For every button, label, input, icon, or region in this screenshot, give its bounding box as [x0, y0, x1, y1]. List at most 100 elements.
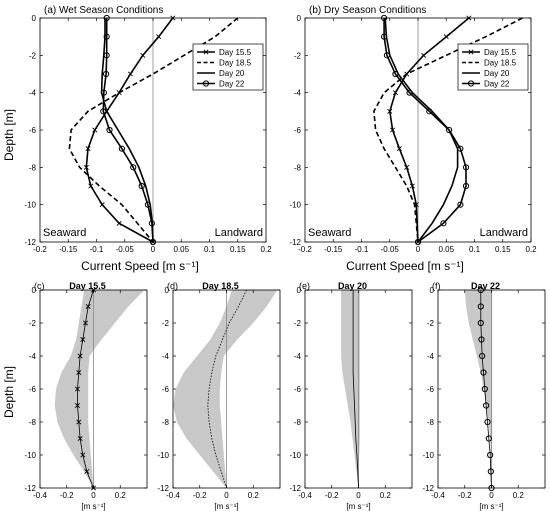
- y-tick-label: -4: [29, 352, 37, 361]
- x-tick-label: 0.2: [380, 491, 392, 500]
- y-tick-label: -10: [289, 451, 301, 460]
- panel-title: Day 20: [338, 281, 367, 291]
- x-tick-label: -0.2: [193, 491, 207, 500]
- y-tick-label: -2: [294, 51, 302, 60]
- bottom-xlabel: [m s⁻¹]: [81, 502, 105, 511]
- x-tick-label: -0.05: [116, 245, 135, 254]
- y-tick-label: -2: [162, 319, 170, 328]
- legend-marker-1: [468, 49, 474, 55]
- series-point-1: [392, 90, 398, 96]
- panel-1: -0.2 -0.15 -0.1 -0.05 0 0.05 0.1 0.15 0.2 0 -2 -4 -6…: [24, 5, 272, 254]
- x-tick-label: -0.1: [355, 245, 369, 254]
- x-tick-label: 0.2: [115, 491, 127, 500]
- series-line-1: [85, 17, 174, 243]
- legend-label-2: Day 18.5: [484, 59, 517, 68]
- panel-title: (a) Wet Season Conditions: [44, 5, 163, 16]
- legend-label-2: Day 18.5: [219, 59, 252, 68]
- series-point-4: [106, 126, 113, 134]
- x-tick-label: -0.1: [90, 245, 104, 254]
- y-tick-label: -6: [29, 385, 37, 394]
- y-tick-label: -8: [427, 418, 435, 427]
- y-tick-label: 0: [430, 286, 435, 295]
- x-tick-label: 0: [224, 491, 229, 500]
- y-tick-label: -10: [24, 451, 36, 460]
- y-tick-label: -10: [24, 201, 36, 210]
- series-point-4: [103, 70, 110, 78]
- panel-4: -0.4 -0.2 0 0.2 0 -2 -4 -6 -8 -10 -12 (d) Day 18.5 [m…: [157, 281, 281, 511]
- y-tick-label: -8: [29, 163, 37, 172]
- series-point-1: [84, 468, 90, 475]
- y-tick-label: 0: [297, 14, 302, 23]
- series-point-1: [477, 319, 484, 327]
- series-point-1: [479, 352, 486, 360]
- series-point-4: [100, 108, 107, 115]
- series-point-1: [88, 183, 94, 189]
- series-point-1: [90, 485, 97, 491]
- series-point-1: [76, 419, 82, 425]
- panel-label: (d): [167, 281, 178, 291]
- x-tick-label: 0: [416, 245, 421, 254]
- y-tick-label: -4: [294, 89, 302, 98]
- y-tick-label: -8: [294, 163, 302, 172]
- bottom-xlabel: [m s⁻¹]: [346, 502, 370, 511]
- y-tick-label: -12: [157, 484, 169, 493]
- series-point-1: [140, 52, 146, 58]
- series-point-1: [74, 402, 80, 409]
- x-tick-label: -0.15: [324, 245, 343, 254]
- y-tick-label: -2: [294, 319, 302, 328]
- y-tick-label: -12: [289, 484, 301, 493]
- series-point-4: [381, 33, 388, 40]
- panel-5: -0.4 -0.2 0 0.2 0 -2 -4 -6 -8 -10 -12 (e) Day 20 [m s…: [289, 281, 413, 511]
- y-tick-label: 0: [32, 286, 37, 295]
- x-tick-label: 0.2: [513, 491, 525, 500]
- x-tick-label: 0.15: [495, 245, 511, 254]
- landward-label: Landward: [215, 227, 263, 239]
- panel-6: -0.4 -0.2 0 0.2 0 -2 -4 -6 -8 -10 -12 (f) Day 22 [m s…: [422, 281, 546, 511]
- bottom-ylabel: Depth [m]: [2, 366, 16, 418]
- x-tick-label: 0.1: [204, 245, 216, 254]
- x-tick-label: 0: [91, 491, 96, 500]
- series-point-4: [138, 182, 145, 190]
- series-point-1: [116, 220, 122, 226]
- y-tick-label: -4: [162, 352, 170, 361]
- bottom-xlabel: [m s⁻¹]: [214, 502, 238, 511]
- series-line-2: [68, 17, 239, 243]
- series-point-4: [130, 164, 137, 171]
- legend-marker-4: [467, 80, 475, 87]
- series-line-1: [352, 290, 359, 489]
- series-point-1: [83, 164, 89, 170]
- panel-label: (e): [299, 281, 310, 291]
- series-point-4: [392, 70, 399, 78]
- series-point-1: [396, 146, 402, 152]
- series-point-1: [387, 108, 393, 114]
- series-point-1: [409, 183, 415, 189]
- top-xlabel-left: Current Speed [m s⁻¹]: [81, 259, 199, 273]
- envelope-area: [464, 290, 493, 488]
- series-point-1: [466, 15, 472, 21]
- series-point-1: [80, 452, 86, 458]
- series-point-1: [156, 34, 162, 40]
- series-point-1: [127, 71, 133, 77]
- series-point-1: [99, 202, 105, 208]
- legend-marker-4: [202, 80, 210, 87]
- series-point-1: [483, 402, 490, 409]
- x-tick-label: -0.15: [59, 245, 78, 254]
- series-point-4: [445, 126, 453, 134]
- panel-title: Day 22: [471, 281, 500, 291]
- envelope-area: [54, 290, 145, 488]
- x-tick-label: -0.4: [166, 491, 180, 500]
- y-tick-label: -8: [294, 418, 302, 427]
- y-tick-label: 0: [297, 286, 302, 295]
- legend-label-4: Day 22: [484, 80, 510, 89]
- envelope-area: [173, 290, 278, 488]
- series-point-1: [487, 468, 494, 475]
- top-ylabel: Depth [m]: [2, 109, 16, 161]
- y-tick-label: -6: [29, 126, 37, 135]
- y-tick-label: -6: [427, 385, 435, 394]
- y-tick-label: -4: [294, 352, 302, 361]
- envelope-area: [341, 290, 360, 488]
- series-line-2: [373, 17, 523, 243]
- series-point-1: [170, 15, 176, 21]
- x-tick-label: -0.4: [33, 491, 47, 500]
- legend-marker-1: [203, 49, 209, 55]
